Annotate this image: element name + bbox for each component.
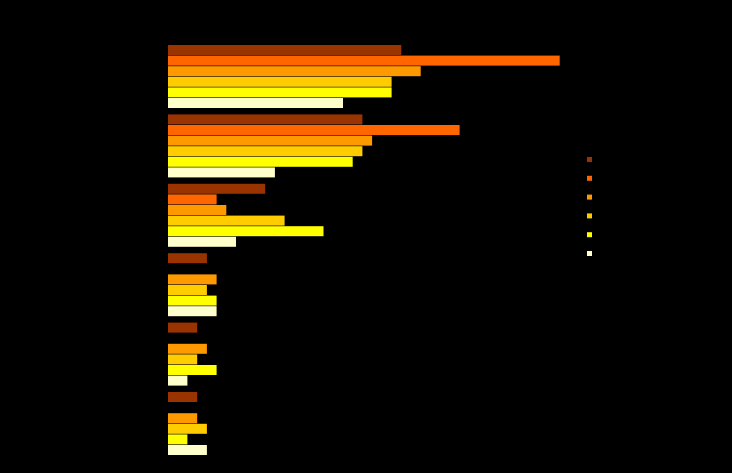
- bar-g2-s3: [168, 135, 373, 146]
- bar-g3-s1: [168, 183, 266, 194]
- bar-g3-s2: [168, 194, 217, 205]
- bar-g6-s1: [168, 392, 198, 402]
- bar-g5-s4: [168, 354, 198, 365]
- legend-swatch-4: [587, 213, 592, 219]
- bar-g2-s4: [168, 146, 363, 157]
- legend-swatch-5: [587, 232, 592, 238]
- bar-g6-s3: [168, 413, 198, 424]
- bar-g6-s6: [168, 445, 207, 455]
- bar-g4-s1: [168, 253, 207, 264]
- bar-g1-s1: [168, 45, 402, 55]
- legend-swatch-2: [587, 175, 592, 181]
- bar-g3-s3: [168, 205, 227, 215]
- legend-swatch-3: [587, 194, 592, 200]
- bar-g5-s6: [168, 375, 188, 386]
- bar-g2-s5: [168, 156, 353, 167]
- bar-g5-s1: [168, 322, 198, 333]
- bar-g1-s6: [168, 98, 343, 108]
- legend-swatch-6: [587, 251, 592, 256]
- bar-g4-s5: [168, 295, 217, 306]
- bar-g3-s5: [168, 226, 324, 237]
- bar-g4-s6: [168, 306, 217, 317]
- bar-g2-s2: [168, 125, 460, 135]
- bar-g2-s1: [168, 114, 363, 125]
- bar-g1-s4: [168, 76, 392, 87]
- bar-g4-s3: [168, 274, 217, 285]
- bar-g3-s4: [168, 215, 285, 226]
- bar-g3-s6: [168, 236, 236, 247]
- bar-g1-s2: [168, 55, 560, 66]
- bar-g1-s5: [168, 87, 392, 98]
- bar-g5-s3: [168, 343, 207, 354]
- bar-g6-s4: [168, 423, 207, 434]
- bar-g1-s3: [168, 66, 421, 77]
- legend: [587, 157, 592, 256]
- bar-g5-s5: [168, 365, 217, 375]
- legend-swatch-1: [587, 157, 592, 162]
- bar-g6-s5: [168, 434, 188, 445]
- bar-g2-s6: [168, 167, 275, 178]
- bar-g4-s4: [168, 285, 207, 295]
- bars-group: [168, 45, 560, 455]
